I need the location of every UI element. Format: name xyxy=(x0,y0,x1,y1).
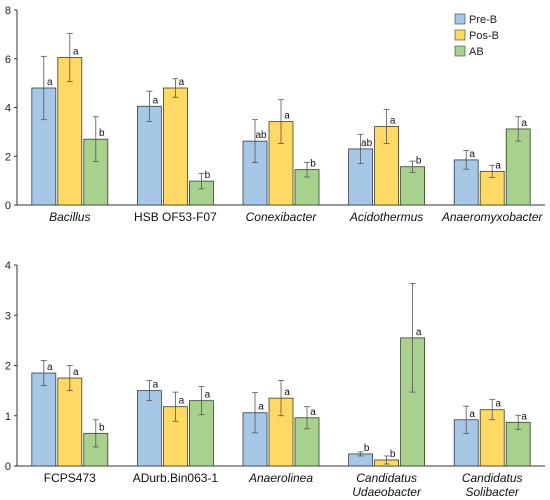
category-label: HSB OF53-F07 xyxy=(134,210,217,224)
significance-label: b xyxy=(390,449,396,460)
significance-label: b xyxy=(416,156,422,167)
legend-swatch xyxy=(454,45,466,57)
category-label: Candidatus xyxy=(356,471,417,485)
category-label: Solibacter xyxy=(466,485,520,499)
y-tick-label: 2 xyxy=(5,361,11,373)
legend-swatch xyxy=(454,29,466,41)
significance-label: a xyxy=(495,160,501,171)
category-label: Candidatus xyxy=(462,471,523,485)
category-label: Acidothermus xyxy=(349,210,423,224)
significance-label: b xyxy=(99,128,105,139)
category-label: Anaerolinea xyxy=(248,471,313,485)
y-tick-label: 6 xyxy=(5,54,11,66)
chart-panel-2: 0 1 2 3 4 FCPS473 a a b ADurb.Bin063-1 a a a Anaeroli… xyxy=(5,260,545,499)
significance-label: ab xyxy=(361,138,373,149)
y-tick-label: 0 xyxy=(5,200,11,212)
significance-label: a xyxy=(495,399,501,410)
category-label: Anaeromyxobacter xyxy=(441,210,544,224)
y-tick-label: 3 xyxy=(5,310,11,322)
y-tick-label: 1 xyxy=(5,411,11,423)
significance-label: a xyxy=(521,118,527,129)
significance-label: a xyxy=(469,149,475,160)
significance-label: a xyxy=(47,362,53,373)
significance-label: a xyxy=(73,47,79,58)
significance-label: a xyxy=(284,111,290,122)
y-tick-label: 4 xyxy=(5,260,11,272)
significance-label: b xyxy=(310,159,316,170)
bar-pos-b xyxy=(268,397,294,467)
bar-pos-b xyxy=(57,57,83,206)
category-label: Conexibacter xyxy=(246,210,318,224)
category-label: FCPS473 xyxy=(44,471,96,485)
category-label: Bacillus xyxy=(49,210,90,224)
legend-label: Pre-B xyxy=(469,14,497,26)
significance-label: a xyxy=(179,77,185,88)
category-label: ADurb.Bin063-1 xyxy=(133,471,219,485)
significance-label: a xyxy=(469,409,475,420)
bar-pos-b xyxy=(57,377,83,467)
significance-label: a xyxy=(179,396,185,407)
significance-label: a xyxy=(390,116,396,127)
bar-pos-b xyxy=(162,87,188,206)
significance-label: a xyxy=(205,390,211,401)
significance-label: a xyxy=(310,407,316,418)
legend-swatch xyxy=(454,13,466,25)
significance-label: ab xyxy=(255,130,267,141)
significance-label: a xyxy=(258,402,264,413)
y-tick-label: 2 xyxy=(5,151,11,163)
legend: Pre-B Pos-B AB xyxy=(454,13,499,58)
bar-ab xyxy=(400,166,426,206)
bar-pre-b xyxy=(31,372,57,467)
significance-label: b xyxy=(364,443,370,454)
significance-label: a xyxy=(153,380,159,391)
legend-label: AB xyxy=(469,46,484,58)
bar-pre-b xyxy=(136,105,162,206)
bar-ab xyxy=(505,128,531,206)
significance-label: a xyxy=(521,411,527,422)
significance-label: b xyxy=(99,422,105,433)
significance-label: a xyxy=(416,327,422,338)
y-tick-label: 0 xyxy=(5,461,11,473)
significance-label: a xyxy=(47,77,53,88)
category-label: Udaeobacter xyxy=(352,485,422,499)
legend-label: Pos-B xyxy=(469,30,499,42)
y-tick-label: 4 xyxy=(5,103,11,115)
significance-label: a xyxy=(153,95,159,106)
significance-label: a xyxy=(284,387,290,398)
bar-pre-b xyxy=(136,390,162,467)
significance-label: b xyxy=(205,170,211,181)
y-tick-label: 8 xyxy=(5,5,11,17)
significance-label: a xyxy=(73,367,79,378)
